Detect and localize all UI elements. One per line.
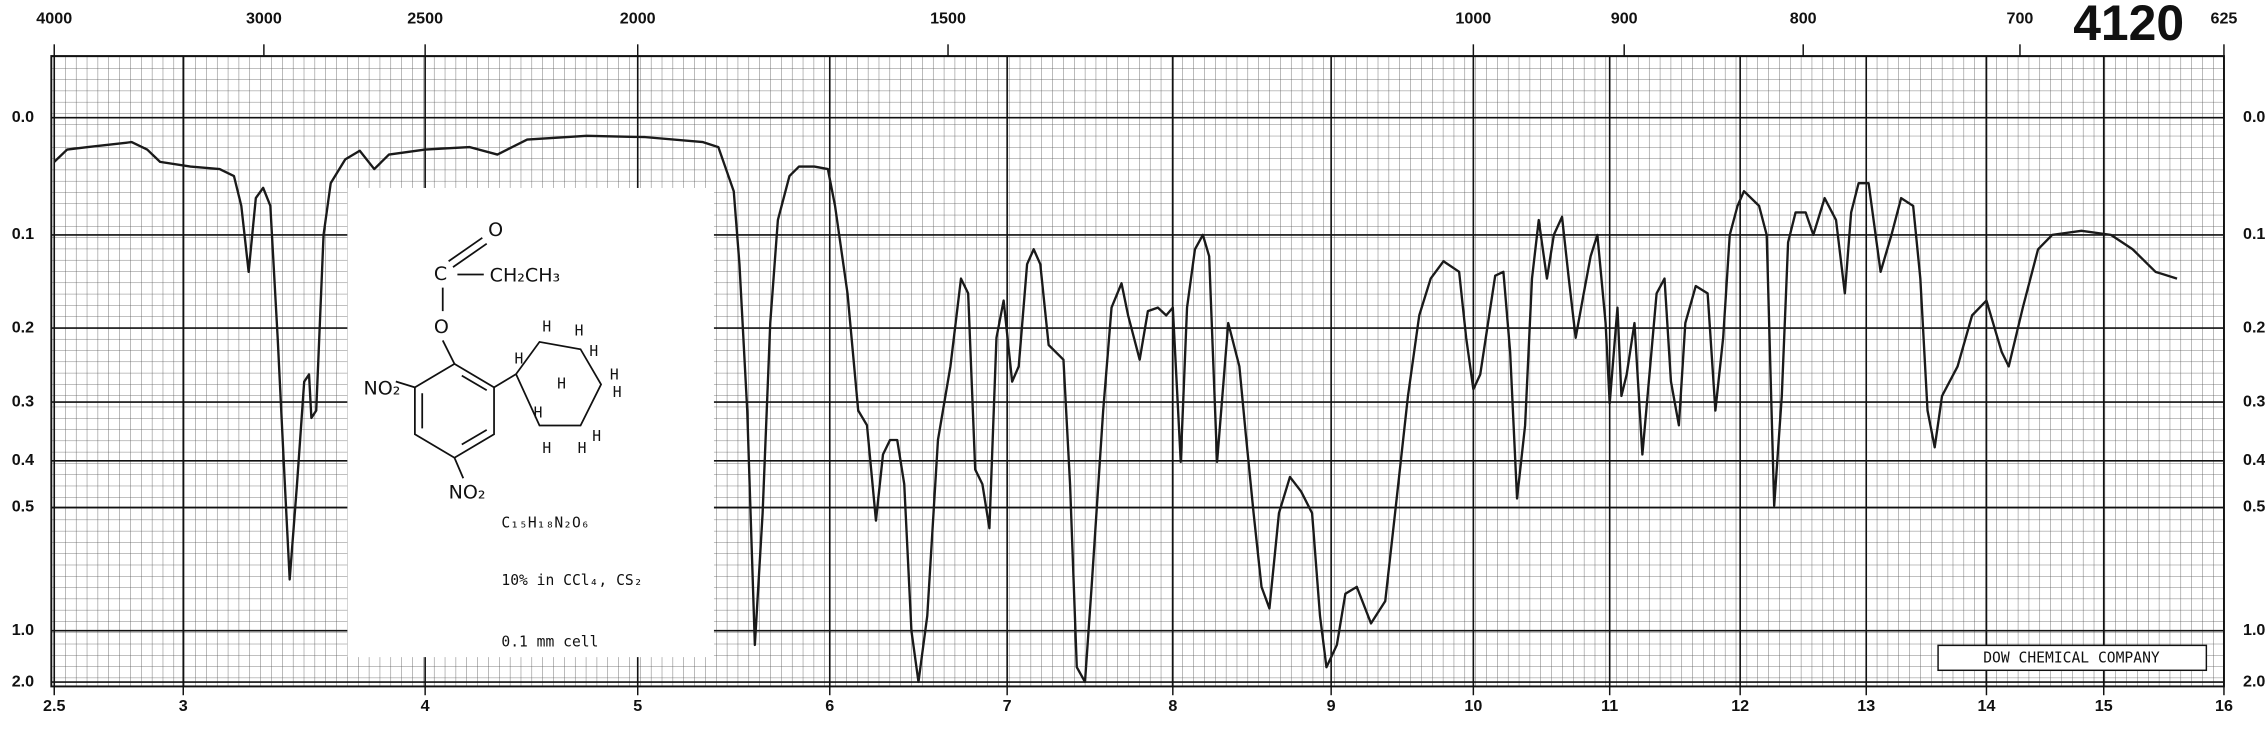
x-tick-label: 15: [2095, 697, 2113, 715]
x2-tick-label: 4000: [36, 10, 72, 28]
atom-label: NO₂: [449, 481, 486, 503]
y-tick-label: 2.0: [12, 672, 34, 690]
x-tick-label: 8: [1168, 697, 1177, 715]
x2-tick-label: 625: [2211, 10, 2238, 28]
atom-label: H: [542, 440, 551, 457]
atom-label: H: [589, 343, 598, 360]
x-tick-label: 7: [1003, 697, 1012, 715]
formula: C₁₅H₁₈N₂O₆: [501, 515, 589, 532]
x-tick-label: 2.5: [43, 697, 65, 715]
bonds: [441, 237, 488, 365]
x2-tick-label: 2000: [620, 10, 656, 28]
y-tick-label: 0.1: [12, 225, 34, 243]
x-tick-label: 13: [1857, 697, 1875, 715]
atom-label: O: [434, 316, 449, 338]
x-tick-label: 3: [179, 697, 188, 715]
y-tick-label: 0.3: [12, 392, 34, 410]
x-tick-label: 12: [1731, 697, 1749, 715]
y-tick-label: 1.0: [12, 621, 34, 639]
atom-label: H: [575, 323, 584, 340]
y-tick-label: 0.2: [12, 318, 34, 336]
cyclohexane-ring: [515, 340, 603, 427]
x-tick-label: 9: [1327, 697, 1336, 715]
y-tick-label-right: 0.1: [2243, 225, 2265, 243]
atom-label: C: [434, 263, 447, 285]
y-tick-label-right: 0.4: [2243, 451, 2265, 469]
y-tick-label: 0.5: [12, 498, 34, 516]
atom-label: H: [578, 440, 587, 457]
x-tick-label: 4: [421, 697, 430, 715]
structure-inset: O C CH₂CH₃ O NO₂ NO₂ H H H H H H H H H H…: [347, 187, 714, 658]
y-tick-label: 0.4: [12, 451, 34, 469]
x-tick-label: 6: [825, 697, 834, 715]
atom-label: H: [610, 367, 619, 384]
atom-label: CH₂CH₃: [490, 264, 561, 286]
atom-label: H: [557, 375, 566, 392]
company-box: [1937, 644, 2208, 672]
y-tick-label-right: 0.5: [2243, 498, 2265, 516]
x-tick-label: 14: [1977, 697, 1995, 715]
y-tick-label-right: 0.0: [2243, 108, 2265, 126]
x-tick-label: 5: [633, 697, 642, 715]
atom-label: H: [534, 405, 543, 422]
catalog-number: 4120: [2073, 0, 2184, 51]
x-tick-label: 10: [1464, 697, 1482, 715]
company-name: DOW CHEMICAL COMPANY: [1983, 650, 2160, 667]
plot-frame: [50, 55, 2225, 688]
x-tick-label: 11: [1601, 697, 1618, 715]
atom-label: H: [515, 351, 524, 368]
y-tick-label: 0.0: [12, 108, 34, 126]
y-tick-label-right: 1.0: [2243, 621, 2265, 639]
x-tick-label: 16: [2215, 697, 2233, 715]
atom-label: NO₂: [364, 377, 401, 399]
atom-label: O: [488, 219, 503, 241]
cell: 0.1 mm cell: [501, 633, 598, 650]
x2-tick-label: 800: [1790, 10, 1817, 28]
x2-tick-label: 1500: [930, 10, 966, 28]
atom-label: H: [613, 384, 622, 401]
y-tick-label-right: 0.3: [2243, 392, 2265, 410]
inset-panel: [347, 187, 714, 658]
spectrum-line: [53, 134, 2178, 684]
atom-label: H: [542, 318, 551, 335]
x2-tick-label: 2500: [407, 10, 443, 28]
y-tick-label-right: 0.2: [2243, 318, 2265, 336]
y-tick-label-right: 2.0: [2243, 672, 2265, 690]
x2-tick-label: 1000: [1455, 10, 1491, 28]
solvent: 10% in CCl₄, CS₂: [501, 572, 642, 589]
atom-label: H: [592, 428, 601, 445]
x2-tick-label: 700: [2007, 10, 2034, 28]
x2-tick-label: 900: [1611, 10, 1638, 28]
x2-tick-label: 3000: [246, 10, 282, 28]
bonds: [395, 373, 517, 479]
